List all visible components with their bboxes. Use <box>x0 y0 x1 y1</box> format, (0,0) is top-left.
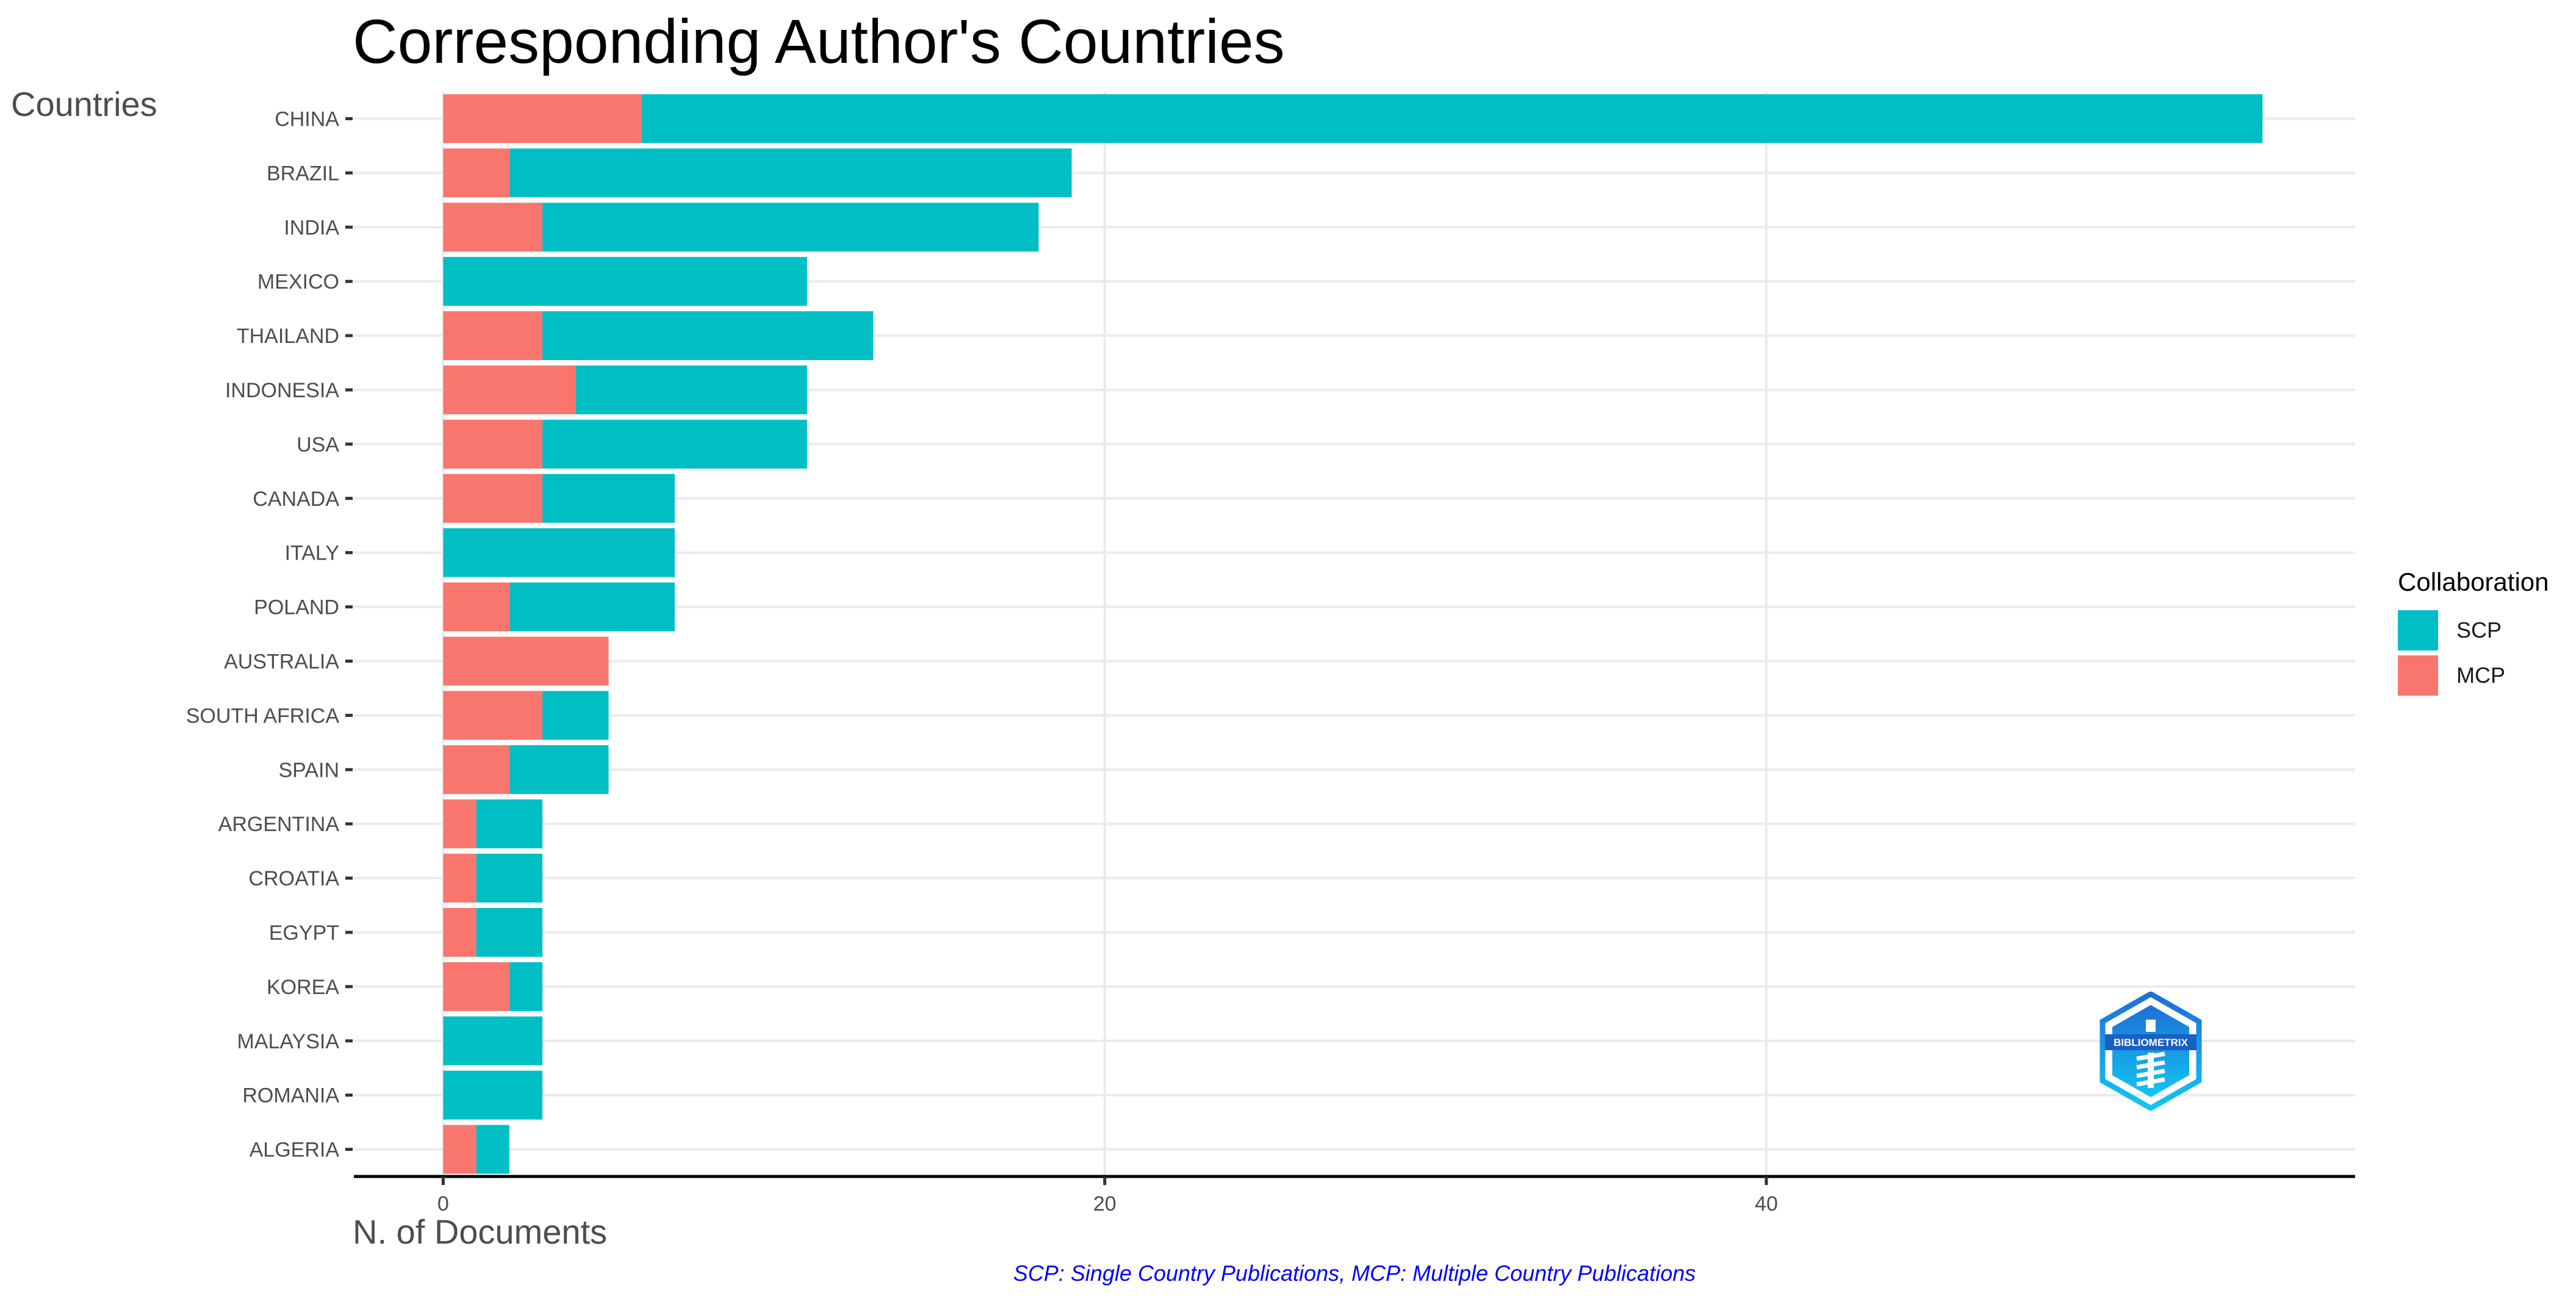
y-tick-label: INDONESIA <box>225 379 339 402</box>
y-tick-label: CHINA <box>275 107 339 131</box>
y-tick-label: KOREA <box>267 976 339 999</box>
bar-mcp-thailand <box>443 311 543 361</box>
bar-mcp-brazil <box>443 148 509 198</box>
bar-scp-argentina <box>476 799 543 849</box>
y-tick-label: BRAZIL <box>267 162 339 185</box>
bar-mcp-poland <box>443 582 509 632</box>
bar-mcp-indonesia <box>443 365 576 414</box>
y-tick-label: THAILAND <box>237 325 339 348</box>
bar-scp-usa <box>542 419 807 469</box>
bibliometrix-logo: BIBLIOMETRIX <box>2099 992 2202 1111</box>
bar-scp-korea <box>509 962 543 1011</box>
bar-scp-south-africa <box>542 691 609 740</box>
legend-label-mcp: MCP <box>2456 663 2505 688</box>
y-tick-label: MEXICO <box>257 270 339 294</box>
legend-key-scp <box>2398 610 2438 650</box>
legend-item-mcp: MCP <box>2398 653 2549 698</box>
bar-mcp-egypt <box>443 907 477 957</box>
bar-scp-china <box>641 94 2263 143</box>
bar-scp-thailand <box>542 311 874 361</box>
bar-mcp-china <box>443 94 642 143</box>
y-tick-label: POLAND <box>254 596 339 619</box>
y-tick-label: ROMANIA <box>242 1084 339 1108</box>
bar-scp-indonesia <box>575 365 807 414</box>
bar-scp-india <box>542 203 1039 252</box>
y-tick-label: ITALY <box>285 542 339 565</box>
bar-mcp-spain <box>443 745 509 794</box>
y-tick-label: CANADA <box>253 488 339 511</box>
bar-mcp-canada <box>443 474 543 523</box>
bar-scp-croatia <box>476 854 543 903</box>
y-tick-label: MALAYSIA <box>237 1030 339 1053</box>
bar-mcp-india <box>443 203 543 252</box>
y-tick-label: ALGERIA <box>250 1139 340 1162</box>
legend-label-scp: SCP <box>2456 618 2502 643</box>
chart-title: Corresponding Author's Countries <box>353 7 1285 76</box>
y-tick-label: EGYPT <box>269 921 339 945</box>
legend: Collaboration SCP MCP <box>2398 567 2549 698</box>
y-tick-label: INDIA <box>284 216 339 239</box>
y-tick-label: USA <box>297 433 339 456</box>
x-tick-label: 20 <box>1093 1192 1117 1216</box>
bar-mcp-argentina <box>443 799 477 849</box>
bar-mcp-croatia <box>443 854 477 903</box>
bar-scp-canada <box>542 474 675 523</box>
bar-mcp-usa <box>443 419 543 469</box>
bar-scp-egypt <box>476 907 543 957</box>
bar-scp-mexico <box>443 257 807 306</box>
bar-mcp-south-africa <box>443 691 543 740</box>
bar-scp-brazil <box>509 148 1072 198</box>
x-tick-label: 40 <box>1755 1192 1778 1216</box>
caption: SCP: Single Country Publications, MCP: M… <box>1013 1261 1696 1286</box>
bar-mcp-korea <box>443 962 509 1011</box>
x-axis-title: N. of Documents <box>353 1212 608 1251</box>
bar-mcp-algeria <box>443 1125 477 1174</box>
bar-scp-poland <box>509 582 675 632</box>
bar-mcp-australia <box>443 636 609 686</box>
y-axis-title: Countries <box>11 85 157 123</box>
bar-scp-malaysia <box>443 1016 543 1065</box>
bar-scp-italy <box>443 528 675 577</box>
legend-item-scp: SCP <box>2398 608 2549 653</box>
y-tick-label: SPAIN <box>278 758 339 782</box>
legend-key-mcp <box>2398 655 2438 696</box>
y-tick-label: CROATIA <box>248 867 339 890</box>
y-tick-label: SOUTH AFRICA <box>186 704 340 727</box>
svg-text:BIBLIOMETRIX: BIBLIOMETRIX <box>2114 1037 2188 1048</box>
y-tick-label: AUSTRALIA <box>224 650 339 673</box>
x-tick-label: 0 <box>437 1192 449 1216</box>
bar-scp-spain <box>509 745 609 794</box>
y-tick-label: ARGENTINA <box>218 813 340 836</box>
bar-scp-algeria <box>476 1125 509 1174</box>
bar-scp-romania <box>443 1070 543 1120</box>
legend-title: Collaboration <box>2398 567 2549 596</box>
